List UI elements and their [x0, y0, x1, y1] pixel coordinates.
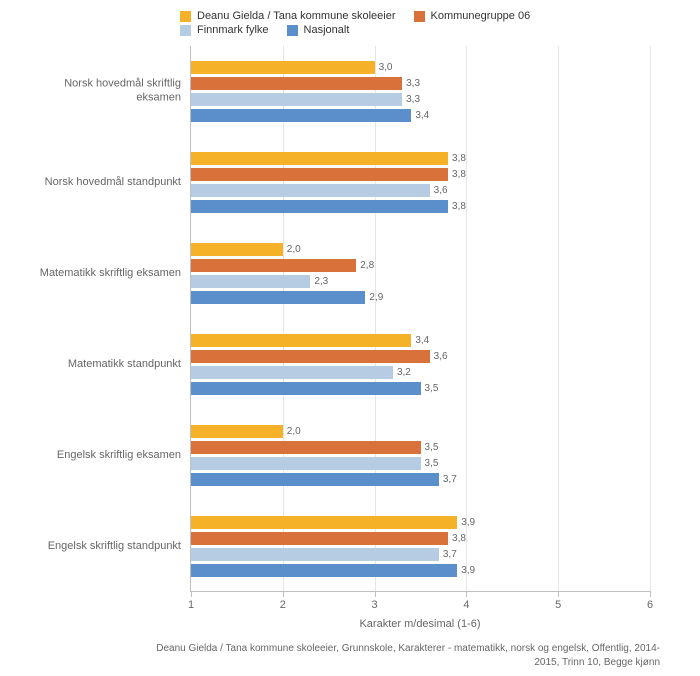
bar-value-label: 3,5	[425, 382, 439, 395]
bar-value-label: 3,6	[434, 350, 448, 363]
x-tick	[558, 591, 559, 597]
chart-caption: Deanu Gielda / Tana kommune skoleeier, G…	[20, 642, 660, 670]
category-group: Norsk hovedmål skriftlig eksamen3,03,33,…	[191, 61, 650, 122]
x-tick	[466, 591, 467, 597]
bar: 3,9	[191, 564, 457, 577]
bar-value-label: 3,7	[443, 473, 457, 486]
legend-item: Deanu Gielda / Tana kommune skoleeier	[180, 10, 396, 22]
legend-label: Finnmark fylke	[197, 24, 269, 36]
x-tick-label: 3	[372, 599, 378, 611]
bar: 3,7	[191, 473, 439, 486]
x-tick-label: 1	[188, 599, 194, 611]
gridline	[375, 46, 376, 591]
bar: 3,8	[191, 152, 448, 165]
bar-value-label: 3,8	[452, 200, 466, 213]
bar: 3,9	[191, 516, 457, 529]
bar: 3,8	[191, 532, 448, 545]
x-tick	[650, 591, 651, 597]
bar-value-label: 3,8	[452, 532, 466, 545]
x-tick	[283, 591, 284, 597]
legend-item: Nasjonalt	[287, 24, 350, 36]
legend-label: Kommunegruppe 06	[431, 10, 531, 22]
bar: 3,6	[191, 184, 430, 197]
bar-value-label: 2,9	[369, 291, 383, 304]
bar-value-label: 3,5	[425, 441, 439, 454]
bar: 2,0	[191, 243, 283, 256]
legend: Deanu Gielda / Tana kommune skoleeier Kom…	[180, 10, 610, 36]
bar: 3,6	[191, 350, 430, 363]
bar-value-label: 3,4	[415, 334, 429, 347]
category-label: Engelsk skriftlig eksamen	[21, 448, 191, 462]
bar-value-label: 3,9	[461, 516, 475, 529]
bar-value-label: 3,4	[415, 109, 429, 122]
category-group: Engelsk skriftlig standpunkt3,93,83,73,9	[191, 516, 650, 577]
category-group: Engelsk skriftlig eksamen2,03,53,53,7	[191, 425, 650, 486]
x-tick-label: 6	[647, 599, 653, 611]
bar: 3,5	[191, 441, 421, 454]
caption-line-1: Deanu Gielda / Tana kommune skoleeier, G…	[156, 643, 660, 654]
bar-value-label: 2,0	[287, 243, 301, 256]
category-label: Matematikk skriftlig eksamen	[21, 266, 191, 280]
category-label: Norsk hovedmål skriftlig eksamen	[21, 77, 191, 106]
bar-value-label: 3,6	[434, 184, 448, 197]
gridline	[466, 46, 467, 591]
bar: 3,0	[191, 61, 375, 74]
legend-label: Nasjonalt	[304, 24, 350, 36]
legend-swatch	[287, 25, 298, 36]
gridline	[558, 46, 559, 591]
gridline	[650, 46, 651, 591]
legend-item: Kommunegruppe 06	[414, 10, 531, 22]
category-group: Matematikk standpunkt3,43,63,23,5	[191, 334, 650, 395]
bar: 2,9	[191, 291, 365, 304]
bar: 3,2	[191, 366, 393, 379]
bar-value-label: 2,8	[360, 259, 374, 272]
bar-value-label: 3,0	[379, 61, 393, 74]
bar: 3,4	[191, 334, 411, 347]
category-group: Matematikk skriftlig eksamen2,02,82,32,9	[191, 243, 650, 304]
chart-container: Deanu Gielda / Tana kommune skoleeier Kom…	[0, 0, 700, 676]
bar: 2,3	[191, 275, 310, 288]
caption-line-2: 2015, Trinn 10, Begge kjønn	[534, 657, 660, 668]
bar-value-label: 3,3	[406, 77, 420, 90]
bar: 3,7	[191, 548, 439, 561]
bar-value-label: 3,9	[461, 564, 475, 577]
category-group: Norsk hovedmål standpunkt3,83,83,63,8	[191, 152, 650, 213]
bar: 3,4	[191, 109, 411, 122]
bar-value-label: 2,0	[287, 425, 301, 438]
bar: 2,0	[191, 425, 283, 438]
x-tick	[191, 591, 192, 597]
x-tick	[375, 591, 376, 597]
bar: 2,8	[191, 259, 356, 272]
legend-swatch	[180, 25, 191, 36]
bar: 3,8	[191, 168, 448, 181]
bar: 3,5	[191, 457, 421, 470]
bar-value-label: 3,2	[397, 366, 411, 379]
bar: 3,3	[191, 77, 402, 90]
bar-value-label: 3,5	[425, 457, 439, 470]
x-tick-label: 5	[555, 599, 561, 611]
category-label: Matematikk standpunkt	[21, 357, 191, 371]
x-tick-label: 4	[463, 599, 469, 611]
bar: 3,3	[191, 93, 402, 106]
legend-label: Deanu Gielda / Tana kommune skoleeier	[197, 10, 396, 22]
legend-swatch	[180, 11, 191, 22]
category-label: Norsk hovedmål standpunkt	[21, 175, 191, 189]
legend-item: Finnmark fylke	[180, 24, 269, 36]
bar: 3,8	[191, 200, 448, 213]
bar-value-label: 3,8	[452, 152, 466, 165]
bar-value-label: 3,8	[452, 168, 466, 181]
plot-area: 123456Norsk hovedmål skriftlig eksamen3,…	[190, 46, 650, 592]
bar-value-label: 3,7	[443, 548, 457, 561]
x-tick-label: 2	[280, 599, 286, 611]
bar-value-label: 3,3	[406, 93, 420, 106]
gridline	[283, 46, 284, 591]
x-axis-title: Karakter m/desimal (1-6)	[190, 618, 650, 630]
category-label: Engelsk skriftlig standpunkt	[21, 539, 191, 553]
bar: 3,5	[191, 382, 421, 395]
legend-swatch	[414, 11, 425, 22]
bar-value-label: 2,3	[314, 275, 328, 288]
